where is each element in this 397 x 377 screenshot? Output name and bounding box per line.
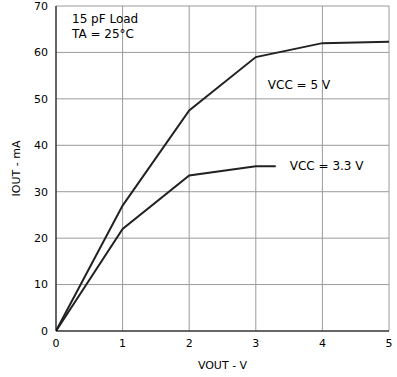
- svg-text:VCC = 3.3 V: VCC = 3.3 V: [290, 159, 365, 173]
- svg-text:30: 30: [34, 186, 48, 199]
- svg-text:VCC = 5 V: VCC = 5 V: [268, 78, 331, 92]
- svg-text:4: 4: [319, 337, 326, 350]
- svg-text:0: 0: [53, 337, 60, 350]
- svg-text:5: 5: [386, 337, 390, 350]
- svg-text:1: 1: [119, 337, 126, 350]
- svg-text:50: 50: [34, 93, 48, 106]
- html-text:TA = 25°C: TA = 25°C: [72, 27, 134, 41]
- svg-text:0: 0: [41, 325, 48, 338]
- svg-text:40: 40: [34, 139, 48, 152]
- svg-text:20: 20: [34, 232, 48, 245]
- svg-text:VOUT - V: VOUT - V: [198, 359, 248, 372]
- svg-text:70: 70: [34, 0, 48, 13]
- svg-text:IOUT - mA: IOUT - mA: [10, 140, 23, 196]
- svg-text:10: 10: [34, 278, 48, 291]
- html-text:15 pF Load: 15 pF Load: [72, 12, 139, 26]
- svg-text:2: 2: [186, 337, 193, 350]
- svg-text:60: 60: [34, 46, 48, 59]
- svg-text:3: 3: [252, 337, 259, 350]
